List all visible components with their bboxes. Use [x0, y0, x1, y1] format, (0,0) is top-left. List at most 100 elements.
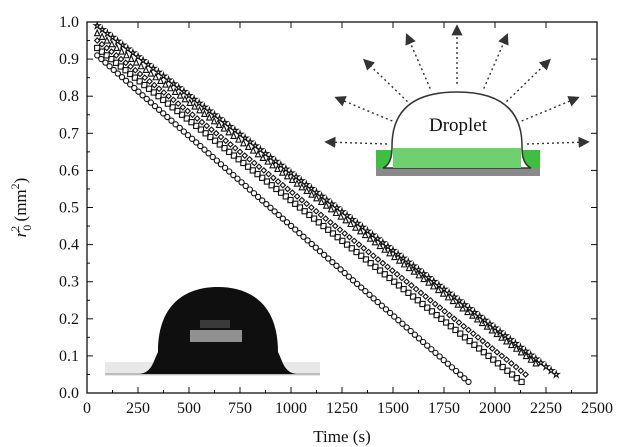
data-point: [480, 349, 487, 356]
series-layer: [92, 20, 562, 386]
droplet-label: Droplet: [429, 115, 488, 136]
data-point: [334, 234, 341, 241]
data-point: [428, 346, 435, 353]
data-point: [478, 318, 486, 327]
data-point: [198, 118, 206, 126]
data-point: [147, 69, 155, 77]
data-point: [517, 347, 525, 356]
data-point: [449, 296, 457, 305]
data-point: [296, 175, 307, 185]
data-point: [460, 322, 468, 330]
data-point: [207, 133, 214, 141]
data-point: [230, 131, 238, 140]
x-tick-label: 2500: [581, 400, 613, 417]
data-point: [353, 248, 360, 256]
data-point: [499, 363, 506, 371]
data-point: [469, 330, 477, 338]
data-point: [260, 167, 268, 174]
data-point: [275, 211, 282, 219]
data-point: [452, 326, 459, 334]
data-point: [342, 210, 352, 220]
data-point: [178, 111, 186, 118]
data-point: [312, 207, 320, 215]
data-point: [381, 245, 389, 253]
data-point: [92, 20, 103, 30]
data-point: [522, 371, 529, 378]
data-point: [370, 295, 377, 302]
data-point: [152, 72, 160, 81]
data-point: [493, 348, 501, 356]
data-point: [160, 96, 167, 104]
data-point: [485, 319, 495, 329]
data-point: [98, 32, 106, 40]
vapor-arrow: [483, 33, 509, 89]
data-point: [386, 248, 394, 257]
data-point: [464, 307, 472, 316]
data-point: [490, 356, 497, 363]
data-point: [268, 182, 275, 189]
data-point: [147, 99, 154, 106]
data-point: [112, 36, 123, 46]
data-point: [209, 109, 220, 119]
x-tick-label: 750: [228, 400, 252, 417]
data-point: [333, 262, 340, 269]
data-point: [139, 92, 146, 99]
data-point: [459, 299, 470, 309]
data-point: [135, 88, 142, 95]
data-point: [459, 303, 467, 312]
data-point: [365, 248, 372, 256]
photo-reflection: [200, 320, 230, 328]
data-point: [436, 304, 444, 312]
data-point: [327, 204, 335, 213]
data-point: [425, 278, 433, 286]
data-point: [224, 121, 235, 131]
data-point: [279, 181, 287, 189]
data-point: [127, 70, 134, 78]
data-point: [245, 136, 256, 147]
data-point: [503, 336, 511, 345]
data-point: [279, 215, 286, 222]
data-point: [301, 179, 312, 189]
data-point: [441, 308, 449, 315]
data-point: [98, 55, 105, 63]
data-point: [117, 39, 128, 50]
data-point: [541, 361, 551, 371]
data-point: [388, 267, 396, 274]
data-point: [358, 284, 365, 291]
data-point: [452, 367, 460, 375]
data-point: [267, 204, 274, 211]
data-point: [286, 167, 296, 178]
data-point: [244, 142, 252, 151]
data-point: [349, 277, 357, 284]
data-point: [196, 105, 203, 114]
data-point: [275, 160, 286, 170]
data-point: [304, 237, 311, 244]
data-point: [473, 314, 481, 323]
data-point: [214, 113, 225, 123]
data-point: [350, 237, 358, 245]
data-point: [316, 191, 327, 201]
data-point: [165, 92, 172, 100]
data-point: [495, 326, 505, 336]
data-point: [98, 40, 106, 48]
data-point: [500, 330, 511, 340]
data-point: [306, 211, 313, 219]
data-point: [316, 248, 324, 255]
data-point: [169, 104, 176, 111]
data-point: [265, 170, 272, 178]
data-point: [193, 115, 201, 122]
data-point: [292, 200, 299, 207]
data-point: [357, 222, 368, 232]
data-point: [164, 113, 171, 121]
data-point: [300, 233, 307, 240]
data-point: [332, 208, 340, 217]
data-point: [217, 133, 225, 141]
data-point: [166, 83, 174, 92]
data-point: [128, 47, 138, 57]
data-point: [503, 356, 510, 363]
data-point: [217, 161, 225, 168]
data-point: [384, 263, 391, 271]
data-point: [515, 342, 526, 352]
data-point: [327, 218, 334, 226]
data-point: [161, 80, 169, 88]
